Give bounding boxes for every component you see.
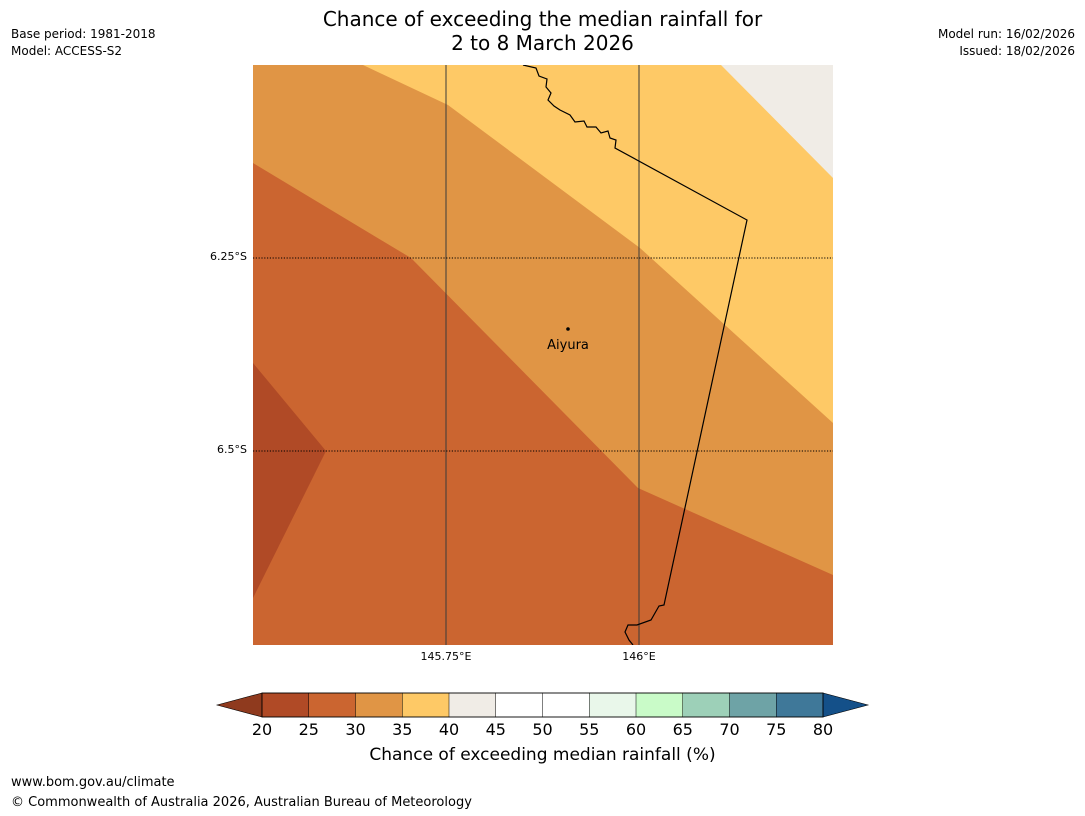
meta-left: Base period: 1981-2018 Model: ACCESS-S2 [11, 26, 156, 60]
colorbar-tick-label: 50 [532, 720, 553, 739]
colorbar-tick-label: 65 [672, 720, 693, 739]
colorbar-cell [682, 692, 731, 718]
colorbar-cell [495, 692, 544, 718]
footer-copyright: © Commonwealth of Australia 2026, Austra… [11, 795, 472, 810]
colorbar-tick-label: 20 [251, 720, 273, 739]
base-period: Base period: 1981-2018 [11, 27, 156, 41]
colorbar-tick-label: 55 [579, 720, 600, 739]
province-boundary [522, 65, 748, 645]
colorbar-cell [355, 692, 403, 718]
lon-label-146: 146°E [622, 650, 656, 663]
colorbar-cell [776, 692, 824, 718]
colorbar-cell [635, 692, 684, 718]
colorbar-cell [261, 692, 310, 718]
colorbar-cell [308, 692, 357, 718]
model-run: Model run: 16/02/2026 [937, 27, 1075, 41]
lat-label-6-25: 6.25°S [210, 250, 247, 263]
colorbar-cell [402, 692, 450, 718]
colorbar-frame [261, 692, 824, 718]
colorbar-over-arrow [822, 692, 870, 718]
colorbar-tick-label: 60 [625, 720, 647, 739]
colorbar-tick-label: 30 [345, 720, 366, 739]
aiyura-marker [566, 327, 570, 331]
colorbar-label: Chance of exceeding median rainfall (%) [369, 745, 716, 765]
footer-url[interactable]: www.bom.gov.au/climate [11, 775, 175, 790]
colorbar-cell [448, 692, 497, 718]
zone-35-40 [363, 65, 833, 423]
title-line-2: 2 to 8 March 2026 [451, 31, 634, 55]
place-label: Aiyura [547, 338, 589, 353]
colorbar-tick-label: 35 [392, 720, 413, 739]
meta-right: Model run: 16/02/2026 Issued: 18/02/2026 [938, 26, 1075, 60]
colorbar-tick-label: 40 [438, 720, 460, 739]
issued-date: Issued: 18/02/2026 [959, 44, 1075, 58]
colorbar-cell [589, 692, 637, 718]
colorbar-cell [729, 692, 777, 718]
lat-label-6-5: 6.5°S [217, 443, 247, 456]
model-name: Model: ACCESS-S2 [11, 44, 123, 58]
colorbar-tick-label: 75 [766, 720, 787, 739]
colorbar-tick-label: 80 [812, 720, 834, 739]
lon-label-145-75: 145.75°E [420, 650, 472, 663]
zone-20-25 [253, 363, 326, 598]
title-line-1: Chance of exceeding the median rainfall … [322, 7, 763, 31]
zone-40-45 [721, 65, 833, 178]
colorbar [215, 692, 870, 718]
colorbar-tick-label: 70 [719, 720, 740, 739]
map-panel[interactable]: Aiyura [253, 65, 833, 645]
colorbar-cell [542, 692, 590, 718]
colorbar-cells [261, 692, 824, 718]
chart-title: Chance of exceeding the median rainfall … [0, 7, 1085, 55]
colorbar-under-arrow [215, 692, 263, 718]
colorbar-tick-label: 45 [485, 720, 506, 739]
colorbar-tick-label: 25 [298, 720, 319, 739]
